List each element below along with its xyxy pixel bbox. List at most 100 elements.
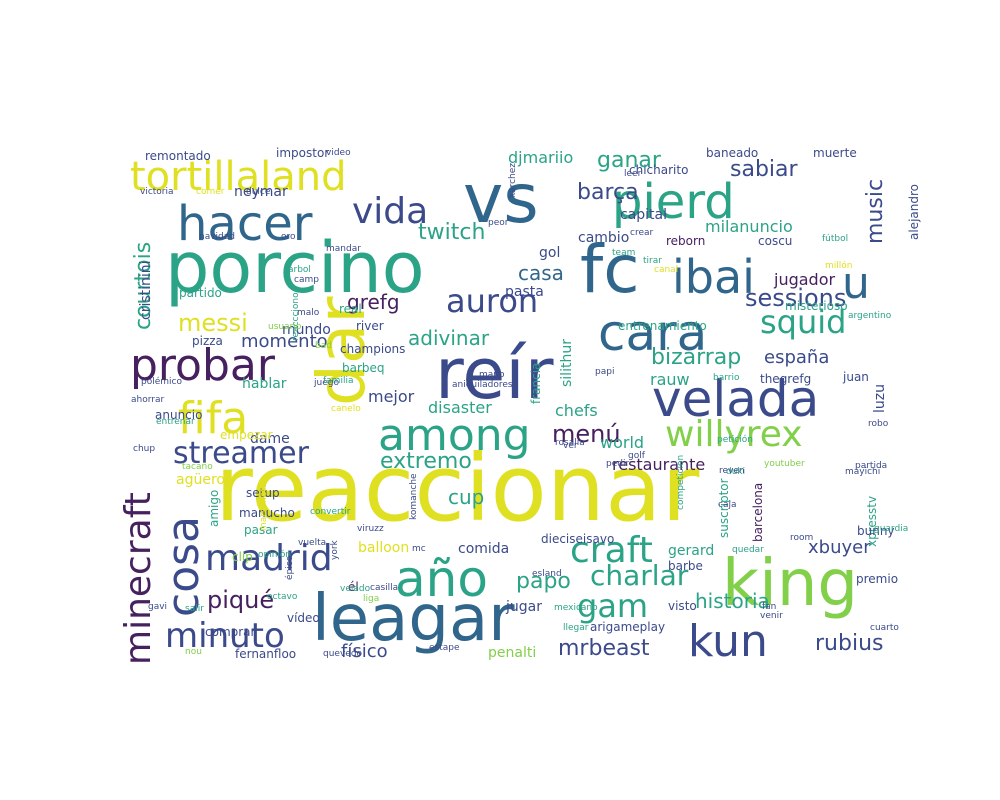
word: dieciseisavo xyxy=(541,532,614,546)
word: quevedo xyxy=(323,649,363,659)
word: xbuyer xyxy=(808,537,871,558)
word: probar xyxy=(130,340,276,391)
word: pedir xyxy=(606,459,629,469)
word: cosa xyxy=(158,516,209,617)
word: momento xyxy=(241,331,328,352)
word: ibai xyxy=(672,250,755,304)
word: casilla xyxy=(370,583,398,593)
word: malo xyxy=(297,308,320,318)
word: juego xyxy=(313,378,339,388)
word: canelo xyxy=(331,404,361,414)
word: vs xyxy=(463,160,539,239)
word: liga xyxy=(363,594,379,604)
word: menú xyxy=(552,420,621,448)
word: peor xyxy=(488,218,509,228)
word: reaccciono xyxy=(291,292,301,341)
word: reaccionar xyxy=(215,435,699,542)
word: fernanfloo xyxy=(235,647,296,661)
word: oro xyxy=(281,232,296,242)
word: polémico xyxy=(141,376,182,387)
word: millón xyxy=(825,260,852,271)
word: baneado xyxy=(706,146,758,160)
word: cambio xyxy=(578,230,629,246)
word: real xyxy=(339,302,362,316)
word: mano xyxy=(479,370,505,380)
word: nou xyxy=(185,647,202,657)
word: video xyxy=(326,148,351,158)
word: competición xyxy=(675,455,686,510)
word: youtuber xyxy=(764,459,805,469)
word: world xyxy=(600,433,644,452)
word: opinión xyxy=(258,549,291,560)
word: petición xyxy=(717,434,753,445)
word: usuario xyxy=(268,322,302,332)
word: extremo xyxy=(380,449,472,474)
word: auron xyxy=(446,282,538,320)
word: dame xyxy=(250,431,290,447)
word: salir xyxy=(185,604,204,614)
word: velado xyxy=(340,584,371,594)
word: gerard xyxy=(668,543,714,559)
word: disaster xyxy=(428,398,492,417)
word: messi xyxy=(178,309,248,337)
word: music xyxy=(863,179,888,244)
word: adivinar xyxy=(408,326,490,350)
word: karchez xyxy=(508,163,518,198)
word: fc xyxy=(580,231,640,308)
word: grefg xyxy=(347,290,400,314)
word: bad xyxy=(315,341,332,351)
word: neymar xyxy=(234,184,288,200)
word: pasar xyxy=(244,523,278,537)
word: convertir xyxy=(310,507,351,517)
word: luzu xyxy=(872,384,888,413)
word: minuto xyxy=(165,616,285,656)
word: twitch xyxy=(418,220,485,245)
word: anuncio xyxy=(155,408,202,422)
word: venir xyxy=(760,611,783,621)
word: milanuncio xyxy=(705,217,793,236)
word: bunny xyxy=(857,524,895,538)
word: visto xyxy=(668,599,697,613)
word: papi xyxy=(595,367,614,377)
word: barbeq xyxy=(342,361,385,375)
word: victoria xyxy=(140,187,174,197)
word: dulce xyxy=(246,187,271,197)
word: sessions xyxy=(745,284,846,312)
word: vida xyxy=(352,191,428,232)
word: king xyxy=(722,547,858,621)
word: cristinini xyxy=(138,260,154,320)
word: partida xyxy=(855,461,887,471)
word: canal xyxy=(654,265,678,275)
word: casa xyxy=(518,261,564,285)
word: piqué xyxy=(207,586,274,614)
word: kun xyxy=(688,616,768,667)
word: barcelona xyxy=(751,483,765,542)
word: rubius xyxy=(815,631,883,656)
word: argentino xyxy=(848,311,892,321)
word: ganar xyxy=(597,148,662,173)
word: hablar xyxy=(242,376,287,392)
word: impostor xyxy=(276,146,329,160)
word: fan xyxy=(762,602,776,612)
word: remontado xyxy=(145,149,211,163)
word: partido xyxy=(179,286,222,300)
word: tortillaland xyxy=(130,154,347,200)
word: gavi xyxy=(148,602,167,612)
word: willyrex xyxy=(665,414,803,455)
word: tirar xyxy=(643,256,662,266)
word: jugador xyxy=(773,270,835,289)
word: empezar xyxy=(220,428,273,442)
word: épico xyxy=(284,555,295,580)
word: komanche xyxy=(409,473,419,520)
word: among xyxy=(378,410,531,461)
word: robo xyxy=(868,419,889,429)
word: él xyxy=(348,580,359,594)
word: bizarrap xyxy=(651,345,741,370)
word: mayichi xyxy=(845,467,880,477)
word: york xyxy=(330,539,340,560)
word: streamer xyxy=(173,436,310,471)
word: courtois xyxy=(131,242,156,330)
word: año xyxy=(395,550,488,608)
word: ver xyxy=(563,441,578,451)
